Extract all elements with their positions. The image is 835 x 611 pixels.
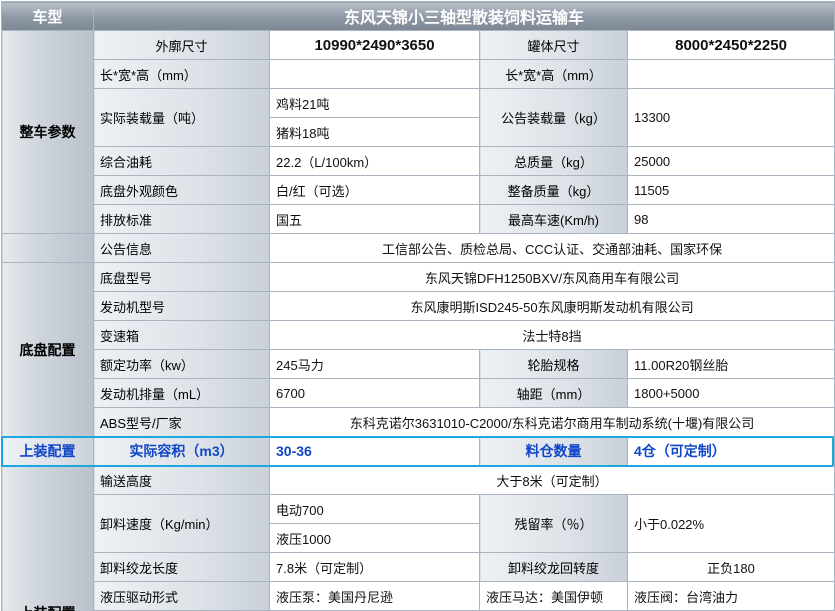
table-row: 长*宽*高（mm） 长*宽*高（mm） [2,59,835,89]
lwh-value-tank [626,59,835,89]
gearbox-value: 法士特8挡 [268,320,835,350]
gross-mass-label: 总质量（kg） [479,146,628,176]
curb-mass-value: 11505 [626,175,835,205]
table-row: 整车参数 外廓尺寸 10990*2490*3650 罐体尺寸 8000*2450… [1,30,835,234]
group-vehicle-params: 整车参数 [1,30,94,234]
displacement-label: 发动机排量（mL） [93,378,270,408]
group-vehicle-params-spacer [1,233,94,263]
auger-length-label: 卸料绞龙长度 [93,552,270,582]
engine-model-value: 东风康明斯ISD245-50东风康明斯发动机有限公司 [268,291,835,321]
group-upper-config-highlight: 上装配置 [1,436,94,466]
auger-rotation-label: 卸料绞龙回转度 [479,552,628,582]
page-title: 东风天锦小三轴型散装饲料运输车 [92,1,835,31]
displacement-value: 6700 [269,378,480,408]
table-row: 猪料18吨 [2,117,835,147]
rated-power-value: 245马力 [269,349,480,379]
actual-load-value-chicken: 鸡料21吨 [269,88,480,118]
actual-load-label: 实际装载量（吨） [93,88,270,147]
table-header-row: 车型 东风天锦小三轴型散装饲料运输车 [1,1,835,31]
chassis-model-value: 东风天锦DFH1250BXV/东风商用车有限公司 [268,262,835,292]
table-row: 公告信息 工信部公告、质检总局、CCC认证、交通部油耗、国家环保 [1,233,835,263]
declared-load-label: 公告装载量（kg） [479,88,628,147]
bin-count-label: 料仓数量 [479,436,628,466]
engine-model-label: 发动机型号 [93,291,270,321]
lwh-value-vehicle [269,59,480,89]
fuel-consumption-label: 综合油耗 [93,146,270,176]
unload-speed-label: 卸料速度（Kg/min） [93,494,270,553]
chassis-color-value: 白/红（可选） [269,175,480,205]
table-row: 发动机排量（mL） 6700 轴距（mm） 1800+5000 [2,378,835,408]
bin-count-value: 4仓（可定制） [626,436,835,466]
chassis-color-label: 底盘外观颜色 [93,175,270,205]
table-row: ABS型号/厂家 东科克诺尔3631010-C2000/东科克诺尔商用车制动系统… [2,407,835,437]
table-row: 卸料绞龙长度 7.8米（可定制） 卸料绞龙回转度 正负180 [2,552,835,582]
auger-length-value: 7.8米（可定制） [269,552,480,582]
actual-volume-value: 30-36 [269,436,480,466]
tank-size-label: 罐体尺寸 [479,30,628,60]
emission-standard-value: 国五 [269,204,480,234]
table-row: 排放标准 国五 最高车速(Km/h) 98 [2,204,835,234]
residual-rate-label: 残留率（％） [479,494,628,553]
abs-value: 东科克诺尔3631010-C2000/东科克诺尔商用车制动系统(十堰)有限公司 [268,407,835,437]
tire-spec-label: 轮胎规格 [479,349,628,379]
outline-size-value: 10990*2490*3650 [269,30,480,60]
hydraulic-pump-value: 液压泵：美国丹尼逊 [269,581,480,611]
residual-rate-value: 小于0.022% [626,494,835,553]
table-row: 底盘配置 底盘型号 东风天锦DFH1250BXV/东风商用车有限公司 [1,262,835,437]
table-row: 额定功率（kw） 245马力 轮胎规格 11.00R20钢丝胎 [2,349,835,379]
wheelbase-label: 轴距（mm） [479,378,628,408]
unload-speed-electric: 电动700 [269,494,480,524]
table-row: 实际装载量（吨） 鸡料21吨 公告装载量（kg） 13300 [2,88,835,147]
notice-info-label: 公告信息 [93,233,270,263]
table-row: 底盘外观颜色 白/红（可选） 整备质量（kg） 11505 [2,175,835,205]
fuel-consumption-value: 22.2（L/100km） [269,146,480,176]
hydraulic-valve-value: 液压阀：台湾油力 [626,581,835,611]
table-row: 卸料速度（Kg/min） 电动700 残留率（％） 小于0.022% [2,494,835,553]
max-speed-value: 98 [626,204,835,234]
table-row: 综合油耗 22.2（L/100km） 总质量（kg） 25000 [2,146,835,176]
tank-size-value: 8000*2450*2250 [626,30,835,60]
emission-standard-label: 排放标准 [93,204,270,234]
group-chassis-config: 底盘配置 [1,262,94,437]
conveying-height-label: 输送高度 [93,465,270,495]
auger-rotation-value: 正负180 [626,552,835,582]
lwh-label-tank: 长*宽*高（mm） [479,59,628,89]
hydraulic-drive-label: 液压驱动形式 [93,581,270,611]
lwh-label-vehicle: 长*宽*高（mm） [93,59,270,89]
wheelbase-value: 1800+5000 [626,378,835,408]
table-row: 变速箱 法士特8挡 [2,320,835,350]
actual-load-value-pig: 猪料18吨 [269,117,480,147]
curb-mass-label: 整备质量（kg） [479,175,628,205]
max-speed-label: 最高车速(Km/h) [479,204,628,234]
gearbox-label: 变速箱 [93,320,270,350]
table-row: 上装配置 输送高度 大于8米（可定制） [1,465,835,611]
table-row: 液压驱动形式 液压泵：美国丹尼逊 液压马达：美国伊顿 液压阀：台湾油力 [2,581,835,611]
declared-load-value: 13300 [626,88,835,147]
header-left-label: 车型 [1,1,94,31]
notice-info-value: 工信部公告、质检总局、CCC认证、交通部油耗、国家环保 [268,233,835,263]
chassis-model-label: 底盘型号 [93,262,270,292]
gross-mass-value: 25000 [626,146,835,176]
rated-power-label: 额定功率（kw） [93,349,270,379]
group-upper-config: 上装配置 [1,465,94,611]
unload-speed-hydraulic: 液压1000 [269,523,480,553]
hydraulic-motor-value: 液压马达：美国伊顿 [479,581,628,611]
outline-size-label: 外廓尺寸 [93,30,270,60]
table-row-highlighted[interactable]: 上装配置 实际容积（m3） 30-36 料仓数量 4仓（可定制） [1,436,835,466]
conveying-height-value: 大于8米（可定制） [268,465,835,495]
table-row: 发动机型号 东风康明斯ISD245-50东风康明斯发动机有限公司 [2,291,835,321]
tire-spec-value: 11.00R20钢丝胎 [626,349,835,379]
abs-label: ABS型号/厂家 [93,407,270,437]
actual-volume-label: 实际容积（m3） [93,436,270,466]
